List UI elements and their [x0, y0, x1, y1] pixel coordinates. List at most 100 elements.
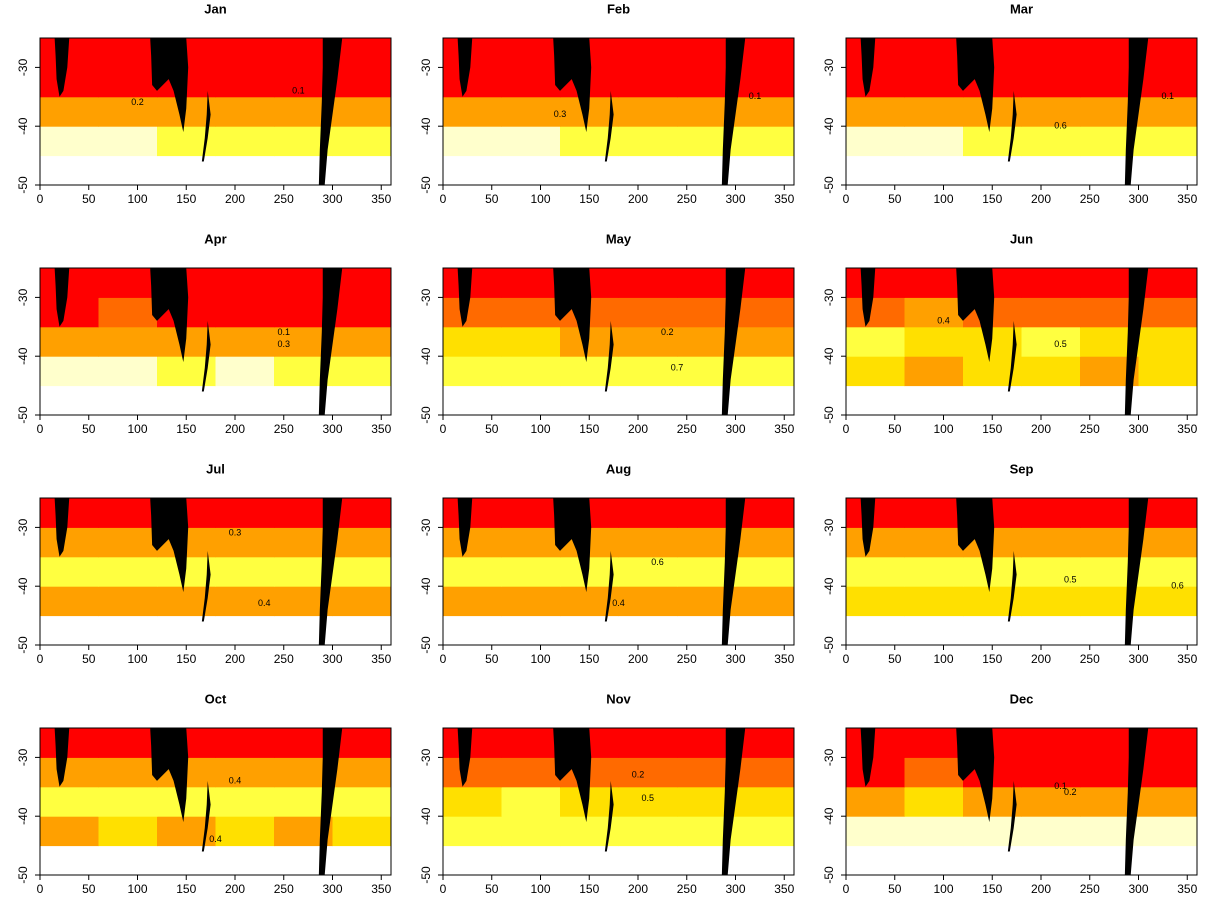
heat-cell — [846, 38, 905, 68]
land-mask — [150, 498, 189, 593]
heat-cell — [215, 498, 275, 528]
land-mask — [956, 728, 995, 823]
y-tick-label: -40 — [16, 347, 30, 365]
x-tick-label: 200 — [1031, 652, 1051, 666]
land-mask — [54, 728, 70, 787]
x-tick-label: 250 — [677, 652, 697, 666]
plot-frame — [845, 497, 1198, 646]
heat-cell — [501, 556, 561, 587]
x-tick-label: 300 — [1128, 882, 1148, 896]
heat-cell — [1021, 786, 1081, 817]
contour-label-text: 0.2 — [1064, 787, 1077, 797]
y-tick-label: -40 — [822, 347, 836, 365]
y-tick-label: -30 — [822, 288, 836, 306]
heat-cell — [98, 816, 158, 847]
x-tick-label: 0 — [37, 882, 44, 896]
x-tick-label: 0 — [37, 192, 44, 206]
heat-cell — [618, 38, 678, 68]
heat-cell — [332, 326, 391, 357]
x-tick-label: 50 — [82, 422, 96, 436]
x-tick-label: 150 — [579, 192, 599, 206]
heat-cell — [40, 816, 99, 847]
heat-cell — [735, 728, 794, 758]
heat-cell — [904, 67, 964, 98]
heat-cell — [1138, 356, 1197, 387]
y-tick-label: -40 — [822, 577, 836, 595]
heat-cell — [501, 67, 561, 98]
y-tick-label: -30 — [419, 288, 433, 306]
panel-title: Jun — [1010, 231, 1033, 246]
x-tick-label: 0 — [440, 652, 447, 666]
heat-cell — [904, 527, 964, 558]
land-mask — [604, 320, 614, 392]
heat-cell — [501, 38, 561, 68]
x-tick-label: 300 — [725, 192, 745, 206]
land-mask — [860, 268, 876, 327]
x-tick-label: 100 — [127, 192, 147, 206]
x-tick-label: 350 — [1177, 652, 1197, 666]
heat-cell — [501, 816, 561, 847]
contour-label-text: 0.5 — [641, 793, 654, 803]
plot-area: 0.6 0.4 — [443, 498, 794, 645]
heat-cell — [618, 67, 678, 98]
heat-cell — [1021, 816, 1081, 847]
x-tick-label: 350 — [371, 652, 391, 666]
heat-cell — [618, 126, 678, 157]
contour-label-text: 0.6 — [651, 557, 664, 567]
x-tick-label: 300 — [322, 422, 342, 436]
panel-title: May — [606, 231, 632, 246]
land-mask — [1124, 38, 1149, 185]
plot-area: 0.4 0.5 — [846, 268, 1197, 415]
x-tick-label: 150 — [579, 422, 599, 436]
x-tick-label: 100 — [933, 652, 953, 666]
x-tick-label: 350 — [1177, 192, 1197, 206]
heat-cell — [98, 126, 158, 157]
land-mask — [1124, 498, 1149, 645]
heat-cell — [618, 326, 678, 357]
land-mask — [1124, 728, 1149, 875]
heat-cell — [40, 498, 99, 528]
heat-cell — [332, 297, 391, 328]
x-tick-label: 50 — [485, 422, 499, 436]
heat-cell — [501, 757, 561, 788]
heat-cell — [1138, 268, 1197, 298]
contour-label-text: 0.3 — [229, 528, 242, 538]
heat-cell — [1138, 67, 1197, 98]
plot-frame — [39, 37, 392, 186]
heat-cell — [501, 498, 561, 528]
heat-cell — [846, 356, 905, 387]
heat-cell — [215, 268, 275, 298]
x-tick-label: 300 — [322, 192, 342, 206]
contour-label-text: 0.5 — [1064, 575, 1077, 585]
heat-cell — [618, 816, 678, 847]
heat-cell — [904, 498, 964, 528]
x-tick-label: 50 — [82, 652, 96, 666]
heat-cell — [443, 297, 502, 328]
y-tick-label: -40 — [419, 807, 433, 825]
contour-label-text: 0.4 — [209, 834, 222, 844]
x-tick-label: 50 — [888, 652, 902, 666]
heat-cell — [735, 326, 794, 357]
x-tick-label: 150 — [982, 192, 1002, 206]
plot-area: 0.4 0.4 — [40, 728, 391, 875]
contour-label-text: 0.1 — [292, 85, 305, 95]
x-tick-label: 150 — [176, 652, 196, 666]
x-tick-label: 350 — [371, 422, 391, 436]
land-mask — [553, 268, 592, 363]
heat-cell — [846, 816, 905, 847]
x-tick-label: 100 — [127, 882, 147, 896]
heat-cell — [501, 586, 561, 617]
panel-title: Nov — [606, 691, 631, 706]
heat-cell — [443, 586, 502, 617]
x-tick-label: 200 — [1031, 192, 1051, 206]
heat-cell — [904, 38, 964, 68]
heat-cell — [501, 96, 561, 127]
heat-cell — [443, 728, 502, 758]
heat-cell — [904, 586, 964, 617]
land-mask — [553, 498, 592, 593]
heat-cell — [1021, 356, 1081, 387]
land-mask — [201, 90, 211, 162]
land-mask — [54, 38, 70, 97]
heat-cell — [332, 126, 391, 157]
